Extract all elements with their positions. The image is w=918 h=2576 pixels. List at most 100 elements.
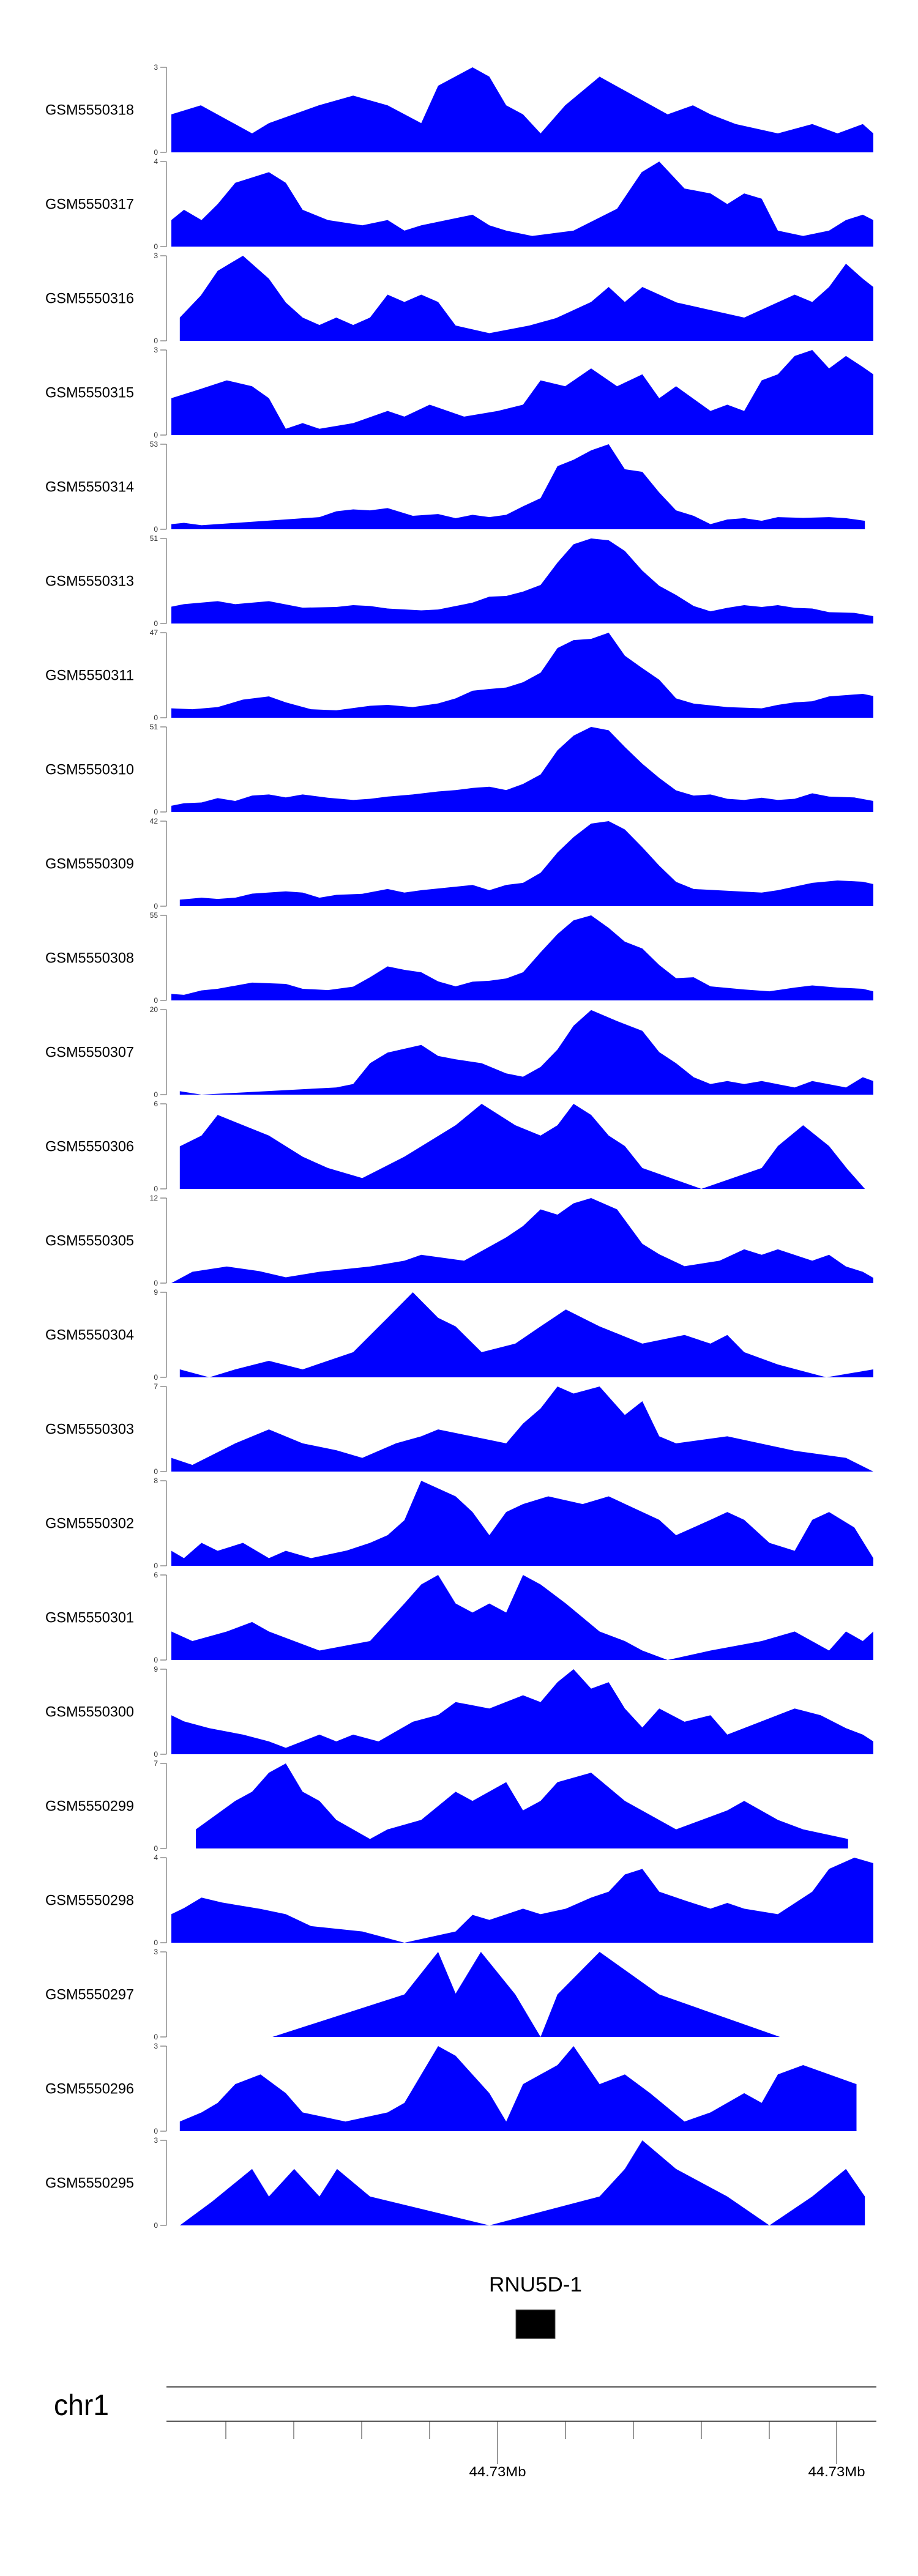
track-GSM5550300: GSM5550300 9 0 (45, 1665, 873, 1759)
y-tick-label-zero: 0 (154, 431, 158, 439)
track-GSM5550297: GSM5550297 3 0 (45, 1948, 780, 2041)
y-tick-label-zero: 0 (154, 996, 158, 1005)
axis-tick-label: 44.73Mb (469, 2464, 526, 2479)
track-GSM5550302: GSM5550302 8 0 (45, 1476, 873, 1570)
track-label: GSM5550317 (45, 196, 134, 213)
coverage-area (171, 162, 873, 247)
coverage-area (171, 1858, 873, 1943)
coverage-area (179, 1292, 873, 1377)
track-label: GSM5550298 (45, 1893, 134, 1909)
coverage-area (171, 67, 873, 152)
y-tick-label-zero: 0 (154, 2127, 158, 2135)
coverage-area (179, 2046, 857, 2131)
track-label: GSM5550318 (45, 102, 134, 119)
track-label: GSM5550305 (45, 1233, 134, 1249)
coverage-area (179, 1010, 873, 1095)
y-tick-label-zero: 0 (154, 1185, 158, 1193)
track-label: GSM5550295 (45, 2175, 134, 2192)
y-tick-label-max: 55 (150, 911, 159, 920)
coverage-area (171, 1387, 873, 1472)
track-GSM5550304: GSM5550304 9 0 (45, 1288, 873, 1382)
y-tick-label-max: 6 (154, 1571, 158, 1579)
coverage-area (171, 1669, 873, 1754)
track-label: GSM5550316 (45, 291, 134, 307)
track-GSM5550305: GSM5550305 12 0 (45, 1194, 873, 1287)
y-tick-label-max: 47 (150, 628, 159, 637)
gene-track: RNU5D-1 (489, 2273, 582, 2339)
track-GSM5550309: GSM5550309 42 0 (45, 817, 873, 910)
y-tick-label-max: 3 (154, 63, 158, 72)
y-tick-label-zero: 0 (154, 525, 158, 534)
coverage-area (171, 444, 865, 529)
track-GSM5550316: GSM5550316 3 0 (45, 251, 873, 345)
genome-axis-track: chr1 44.73Mb 44.73Mb (54, 2386, 876, 2479)
y-tick-label-max: 3 (154, 2042, 158, 2050)
y-tick-label-max: 9 (154, 1665, 158, 1673)
y-tick-label-max: 3 (154, 346, 158, 354)
y-tick-label-max: 3 (154, 2136, 158, 2145)
y-tick-label-max: 7 (154, 1759, 158, 1768)
y-tick-label-zero: 0 (154, 713, 158, 722)
coverage-area (171, 1575, 873, 1660)
track-GSM5550315: GSM5550315 3 0 (45, 346, 873, 439)
track-GSM5550299: GSM5550299 7 0 (45, 1759, 848, 1853)
coverage-area (196, 1763, 848, 1848)
coverage-area (179, 256, 873, 341)
track-label: GSM5550302 (45, 1516, 134, 1532)
y-tick-label-max: 51 (150, 534, 159, 543)
track-label: GSM5550303 (45, 1421, 134, 1438)
y-tick-label-max: 51 (150, 723, 159, 731)
coverage-area (171, 1481, 873, 1566)
y-tick-label-zero: 0 (154, 1938, 158, 1947)
track-label: GSM5550300 (45, 1704, 134, 1721)
track-label: GSM5550308 (45, 950, 134, 967)
track-GSM5550318: GSM5550318 3 0 (45, 63, 873, 157)
y-tick-label-max: 12 (150, 1194, 159, 1202)
y-tick-label-zero: 0 (154, 242, 158, 251)
track-GSM5550307: GSM5550307 20 0 (45, 1005, 873, 1099)
coverage-area (179, 1104, 865, 1189)
track-GSM5550311: GSM5550311 47 0 (45, 628, 873, 722)
y-tick-label-zero: 0 (154, 902, 158, 910)
y-tick-label-max: 4 (154, 157, 158, 166)
track-label: GSM5550314 (45, 479, 134, 496)
y-tick-label-max: 53 (150, 440, 159, 449)
track-label: GSM5550310 (45, 762, 134, 778)
coverage-area (171, 1198, 873, 1283)
y-tick-label-zero: 0 (154, 2033, 158, 2041)
y-tick-label-zero: 0 (154, 1373, 158, 1382)
gene-feature-box (515, 2309, 556, 2339)
track-GSM5550314: GSM5550314 53 0 (45, 440, 865, 534)
y-tick-label-zero: 0 (154, 1562, 158, 1570)
y-tick-label-max: 9 (154, 1288, 158, 1297)
track-GSM5550317: GSM5550317 4 0 (45, 157, 873, 251)
coverage-area (171, 350, 873, 435)
y-tick-label-max: 3 (154, 251, 158, 260)
coverage-area (171, 538, 873, 624)
track-GSM5550296: GSM5550296 3 0 (45, 2042, 857, 2135)
y-tick-label-max: 42 (150, 817, 159, 825)
track-label: GSM5550307 (45, 1044, 134, 1061)
data-tracks: GSM555031830GSM555031740GSM555031630GSM5… (45, 63, 873, 2230)
y-tick-label-zero: 0 (154, 1750, 158, 1759)
coverage-area (171, 633, 873, 718)
track-label: GSM5550311 (45, 668, 134, 684)
track-GSM5550295: GSM5550295 3 0 (45, 2136, 865, 2230)
y-tick-label-zero: 0 (154, 808, 158, 816)
y-tick-label-zero: 0 (154, 1279, 158, 1287)
track-label: GSM5550301 (45, 1610, 134, 1626)
y-tick-label-zero: 0 (154, 1090, 158, 1099)
y-tick-label-zero: 0 (154, 1656, 158, 1664)
track-GSM5550306: GSM5550306 6 0 (45, 1100, 865, 1193)
track-GSM5550298: GSM5550298 4 0 (45, 1853, 873, 1947)
track-GSM5550310: GSM5550310 51 0 (45, 723, 873, 816)
y-tick-label-max: 6 (154, 1100, 158, 1108)
y-tick-label-zero: 0 (154, 148, 158, 157)
y-tick-label-max: 3 (154, 1948, 158, 1956)
y-tick-label-max: 8 (154, 1476, 158, 1485)
coverage-area (272, 1952, 780, 2037)
y-tick-label-zero: 0 (154, 1844, 158, 1853)
y-tick-label-zero: 0 (154, 337, 158, 345)
track-GSM5550301: GSM5550301 6 0 (45, 1571, 873, 1664)
track-label: GSM5550304 (45, 1327, 134, 1344)
